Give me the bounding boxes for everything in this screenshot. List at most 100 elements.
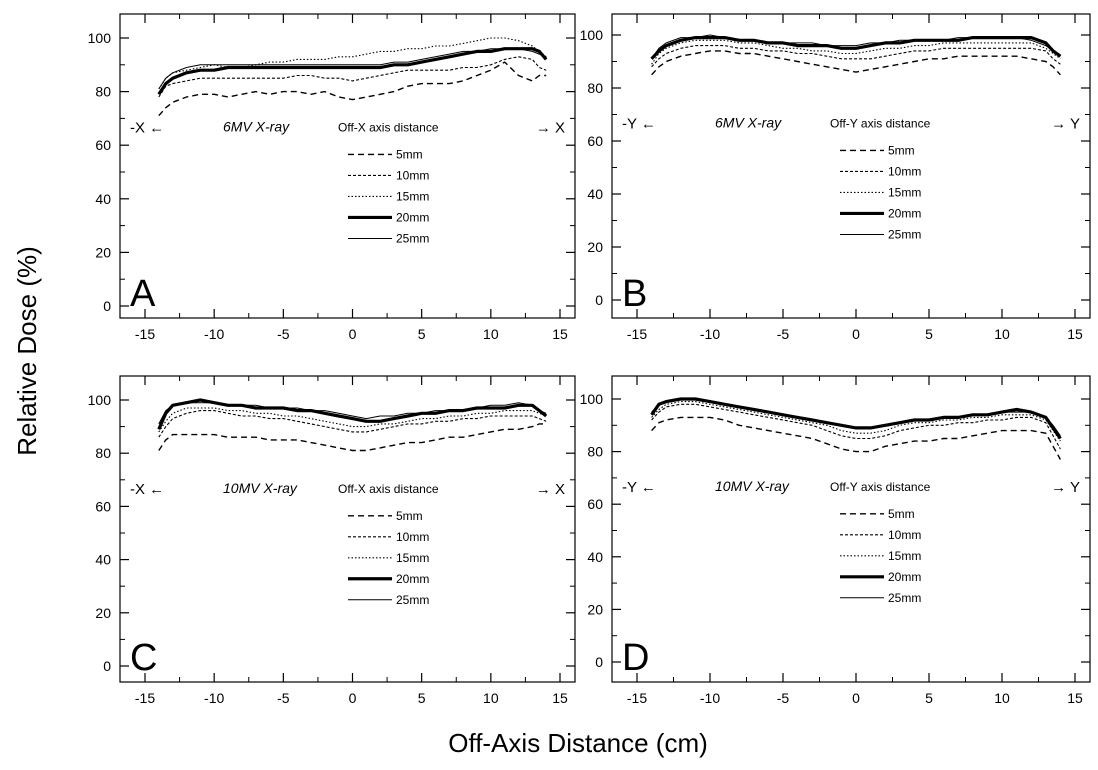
legend-label-15mm: 15mm	[396, 189, 429, 203]
legend-label-15mm: 15mm	[396, 551, 429, 565]
right-direction-marker: → Y	[1051, 115, 1080, 132]
series-line-25mm	[158, 48, 547, 90]
y-tick-label: 100	[580, 391, 604, 407]
chart-panel-a: 0 20 40 60 80 100 -15 -10 -5 0 5 10 15 -X ← → X 6MV X-r…	[88, 13, 576, 342]
series-line-15mm	[651, 39, 1061, 65]
x-tick-label: -10	[204, 690, 224, 706]
series-line-20mm	[157, 398, 548, 430]
legend-title: Off-Y axis distance	[830, 116, 931, 130]
legend-label-15mm: 15mm	[888, 185, 921, 199]
legend-label-25mm: 25mm	[396, 231, 429, 245]
y-axis-title: Relative Dose (%)	[12, 246, 42, 456]
x-tick-label: -5	[277, 690, 290, 706]
chart-panel-c: 0 20 40 60 80 100 -15 -10 -5 0 5 10 15 -X ← → X 10MV X-…	[88, 375, 576, 706]
y-tick-label: 100	[88, 392, 112, 408]
energy-label: 10MV X-ray	[223, 480, 298, 496]
legend-label-25mm: 25mm	[888, 227, 921, 241]
y-tick-label: 20	[587, 239, 603, 255]
legend-label-15mm: 15mm	[888, 549, 921, 563]
series-line-10mm	[651, 45, 1061, 68]
legend-title: Off-Y axis distance	[830, 480, 931, 494]
x-tick-label: 0	[852, 326, 860, 342]
plot-frame	[611, 375, 1091, 683]
x-tick-label: 5	[925, 690, 933, 706]
plot-frame	[119, 13, 576, 319]
x-tick-label: 15	[552, 326, 568, 342]
x-tick-label: 10	[994, 690, 1010, 706]
series-line-5mm	[651, 50, 1061, 76]
legend-label-5mm: 5mm	[888, 507, 915, 521]
y-tick-label: 60	[587, 133, 603, 149]
y-tick-label: 80	[95, 84, 111, 100]
x-tick-label: -5	[777, 326, 790, 342]
y-tick-label: 60	[95, 498, 111, 514]
plot-frame	[611, 13, 1091, 319]
y-tick-label: 60	[587, 496, 603, 512]
x-tick-label: -10	[700, 690, 720, 706]
x-tick-label: -15	[135, 690, 155, 706]
legend-label-20mm: 20mm	[888, 206, 921, 220]
legend-label-20mm: 20mm	[888, 570, 921, 584]
x-tick-label: 15	[1067, 326, 1083, 342]
y-tick-label: 40	[587, 549, 603, 565]
energy-label: 6MV X-ray	[715, 114, 782, 130]
right-direction-marker: → X	[536, 481, 565, 498]
y-tick-label: 40	[95, 191, 111, 207]
chart-panel-b: 0 20 40 60 80 100 -15 -10 -5 0 5 10 15 -Y ← → Y 6MV X-r…	[580, 13, 1091, 342]
y-tick-label: 0	[595, 654, 603, 670]
series-line-20mm	[157, 47, 548, 96]
y-tick-label: 80	[95, 445, 111, 461]
x-tick-label: -10	[204, 326, 224, 342]
x-tick-label: 5	[418, 690, 426, 706]
plot-frame	[119, 375, 576, 683]
legend-label-25mm: 25mm	[888, 591, 921, 605]
x-tick-label: 10	[994, 326, 1010, 342]
panel-letter: A	[130, 273, 156, 315]
y-tick-label: 20	[587, 601, 603, 617]
left-direction-marker: -X ←	[130, 481, 164, 498]
series-line-5mm	[158, 423, 547, 452]
energy-label: 10MV X-ray	[715, 478, 790, 494]
y-tick-label: 60	[95, 137, 111, 153]
x-axis-title: Off-Axis Distance (cm)	[448, 728, 708, 758]
y-tick-label: 0	[103, 298, 111, 314]
x-tick-label: -15	[627, 326, 647, 342]
series-line-25mm	[158, 402, 547, 425]
right-direction-marker: → X	[536, 119, 565, 136]
x-tick-label: 15	[1067, 690, 1083, 706]
y-tick-label: 20	[95, 244, 111, 260]
x-tick-label: 0	[349, 690, 357, 706]
x-tick-label: 0	[349, 326, 357, 342]
x-tick-label: -5	[777, 690, 790, 706]
left-direction-marker: -Y ←	[622, 115, 656, 132]
legend-label-10mm: 10mm	[396, 168, 429, 182]
x-tick-label: 10	[483, 690, 499, 706]
x-tick-label: 10	[483, 326, 499, 342]
series-line-15mm	[651, 401, 1061, 442]
legend-label-10mm: 10mm	[888, 164, 921, 178]
y-tick-label: 0	[103, 658, 111, 674]
legend-label-5mm: 5mm	[888, 143, 915, 157]
y-tick-label: 40	[587, 186, 603, 202]
left-direction-marker: -X ←	[130, 119, 164, 136]
legend-title: Off-X axis distance	[338, 120, 439, 134]
x-tick-label: -5	[277, 326, 290, 342]
legend-label-20mm: 20mm	[396, 210, 429, 224]
y-tick-label: 100	[580, 27, 604, 43]
x-tick-label: 5	[418, 326, 426, 342]
right-direction-marker: → Y	[1051, 479, 1080, 496]
y-tick-label: 80	[587, 444, 603, 460]
chart-panel-d: 0 20 40 60 80 100 -15 -10 -5 0 5 10 15 -Y ← → Y 10MV X-…	[580, 375, 1091, 706]
legend-label-5mm: 5mm	[396, 509, 423, 523]
legend-label-20mm: 20mm	[396, 572, 429, 586]
x-tick-label: 5	[925, 326, 933, 342]
panel-letter: C	[130, 637, 157, 679]
series-line-25mm	[651, 398, 1061, 437]
x-tick-label: -10	[700, 326, 720, 342]
x-tick-label: 15	[552, 690, 568, 706]
y-tick-label: 80	[587, 80, 603, 96]
x-tick-label: -15	[135, 326, 155, 342]
y-tick-label: 0	[595, 292, 603, 308]
y-tick-label: 40	[95, 552, 111, 568]
